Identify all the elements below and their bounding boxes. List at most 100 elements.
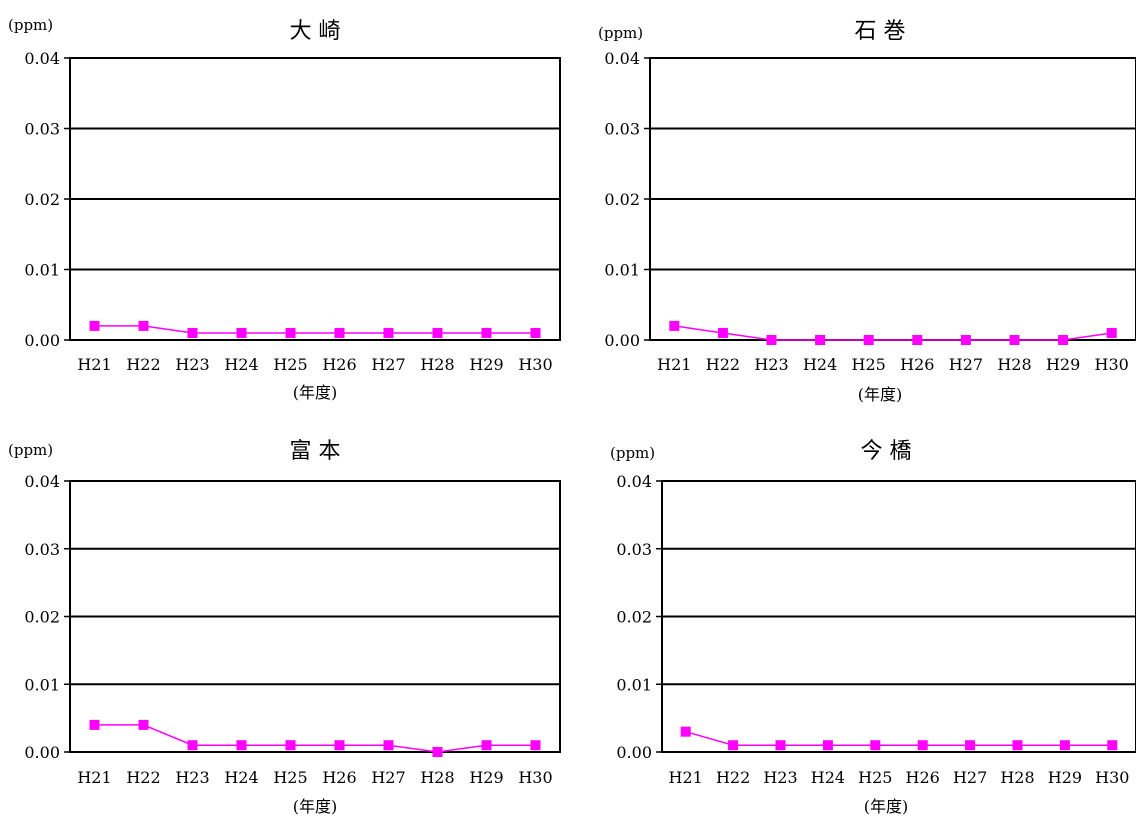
xtick-label-1-5: H26 <box>900 355 934 374</box>
xtick-label-2-0: H21 <box>77 768 111 787</box>
x-axis-label-3: (年度) <box>864 797 909 816</box>
data-point-2-0-2 <box>187 740 198 751</box>
data-point-2-0-8 <box>481 740 492 751</box>
data-point-0-0-3 <box>236 327 247 338</box>
xtick-label-3-3: H24 <box>811 768 845 787</box>
ytick-label-3-3: 0.03 <box>616 540 652 559</box>
data-point-2-0-0 <box>89 719 100 730</box>
data-point-1-0-1 <box>717 327 728 338</box>
data-point-1-0-7 <box>1009 335 1020 345</box>
ytick-label-2-4: 0.04 <box>24 472 60 491</box>
data-point-3-0-9 <box>1107 740 1118 751</box>
data-point-0-0-7 <box>432 327 443 338</box>
data-point-3-0-5 <box>917 740 928 751</box>
data-point-0-0-0 <box>89 320 100 331</box>
data-point-2-0-5 <box>334 740 345 751</box>
data-point-3-0-1 <box>728 740 739 751</box>
xtick-label-3-4: H25 <box>858 768 892 787</box>
chart-title-0: 大 崎 <box>290 19 341 44</box>
data-point-3-0-3 <box>822 740 833 751</box>
ytick-label-2-3: 0.03 <box>24 540 60 559</box>
xtick-label-2-8: H29 <box>469 768 503 787</box>
data-point-3-0-8 <box>1059 740 1070 751</box>
xtick-label-3-9: H30 <box>1095 768 1129 787</box>
data-point-1-0-5 <box>912 335 923 345</box>
xtick-label-2-5: H26 <box>322 768 356 787</box>
xtick-label-0-1: H22 <box>126 355 160 374</box>
series-line-3-0 <box>685 730 1113 746</box>
series-line-2-0 <box>94 724 536 753</box>
xtick-label-0-8: H29 <box>469 355 503 374</box>
data-point-0-0-5 <box>334 327 345 338</box>
ytick-label-2-2: 0.02 <box>24 608 60 627</box>
ytick-label-1-4: 0.04 <box>604 49 640 68</box>
ytick-label-2-1: 0.01 <box>24 675 60 694</box>
xtick-label-3-5: H26 <box>906 768 940 787</box>
data-point-1-0-9 <box>1106 327 1117 338</box>
data-point-1-0-0 <box>669 320 680 331</box>
data-point-0-0-1 <box>138 320 149 331</box>
ytick-label-1-1: 0.01 <box>604 261 640 280</box>
data-point-1-0-4 <box>863 335 874 345</box>
data-point-1-0-3 <box>815 335 826 345</box>
ytick-label-3-0: 0.00 <box>616 743 652 762</box>
xtick-label-2-7: H28 <box>420 768 454 787</box>
xtick-label-1-9: H30 <box>1095 355 1129 374</box>
data-point-0-0-8 <box>481 327 492 338</box>
chart-title-3: 今 橋 <box>861 439 912 464</box>
xtick-label-1-3: H24 <box>803 355 837 374</box>
ytick-label-3-4: 0.04 <box>616 472 652 491</box>
series-line-1-0 <box>674 325 1112 341</box>
xtick-label-2-6: H27 <box>371 768 405 787</box>
ytick-label-1-3: 0.03 <box>604 120 640 139</box>
xtick-label-3-6: H27 <box>953 768 987 787</box>
data-point-0-0-6 <box>383 327 394 338</box>
ytick-label-0-3: 0.03 <box>24 120 60 139</box>
chart-panel-1: 0.00 0.01 0.02 0.03 0.04 H21 H22 H23 H24 H25 H26 H2… <box>598 19 1136 404</box>
data-point-0-0-4 <box>285 327 296 338</box>
data-point-2-0-6 <box>383 740 394 751</box>
data-point-0-0-2 <box>187 327 198 338</box>
data-point-2-0-9 <box>530 740 541 751</box>
xtick-label-3-7: H28 <box>1000 768 1034 787</box>
ytick-label-0-0: 0.00 <box>24 331 60 350</box>
xtick-label-3-8: H29 <box>1048 768 1082 787</box>
xtick-label-0-9: H30 <box>518 355 552 374</box>
xtick-label-1-8: H29 <box>1046 355 1080 374</box>
data-point-1-0-8 <box>1058 335 1069 345</box>
chart-panel-2: 0.00 0.01 0.02 0.03 0.04 H21 H22 H23 H24 H25 H26 H2… <box>8 439 561 816</box>
series-line-0-0 <box>94 325 536 334</box>
xtick-label-1-2: H23 <box>754 355 788 374</box>
xtick-label-1-6: H27 <box>949 355 983 374</box>
xtick-label-0-2: H23 <box>175 355 209 374</box>
xtick-label-0-0: H21 <box>77 355 111 374</box>
data-point-1-0-2 <box>766 335 777 345</box>
y-unit-label-1: (ppm) <box>598 24 643 42</box>
data-point-3-0-6 <box>965 740 976 751</box>
xtick-label-2-2: H23 <box>175 768 209 787</box>
ytick-label-1-2: 0.02 <box>604 190 640 209</box>
xtick-label-2-1: H22 <box>126 768 160 787</box>
data-point-2-0-3 <box>236 740 247 751</box>
xtick-label-1-0: H21 <box>657 355 691 374</box>
y-unit-label-3: (ppm) <box>610 444 655 462</box>
y-unit-label-2: (ppm) <box>8 441 53 459</box>
ytick-label-3-2: 0.02 <box>616 608 652 627</box>
ytick-label-0-1: 0.01 <box>24 261 60 280</box>
data-point-0-0-9 <box>530 327 541 338</box>
data-point-2-0-1 <box>138 719 149 730</box>
xtick-label-3-1: H22 <box>716 768 750 787</box>
data-point-2-0-4 <box>285 740 296 751</box>
data-point-3-0-2 <box>775 740 786 751</box>
xtick-label-1-7: H28 <box>997 355 1031 374</box>
xtick-label-1-4: H25 <box>852 355 886 374</box>
xtick-label-0-3: H24 <box>224 355 258 374</box>
x-axis-label-2: (年度) <box>293 797 338 816</box>
y-unit-label-0: (ppm) <box>8 16 53 34</box>
data-point-3-0-4 <box>870 740 881 751</box>
chart-panel-3: 0.00 0.01 0.02 0.03 0.04 H21 H22 H23 H24 H25 H26 H2… <box>610 439 1136 816</box>
xtick-label-0-5: H26 <box>322 355 356 374</box>
xtick-label-2-3: H24 <box>224 768 258 787</box>
data-point-3-0-7 <box>1012 740 1023 751</box>
